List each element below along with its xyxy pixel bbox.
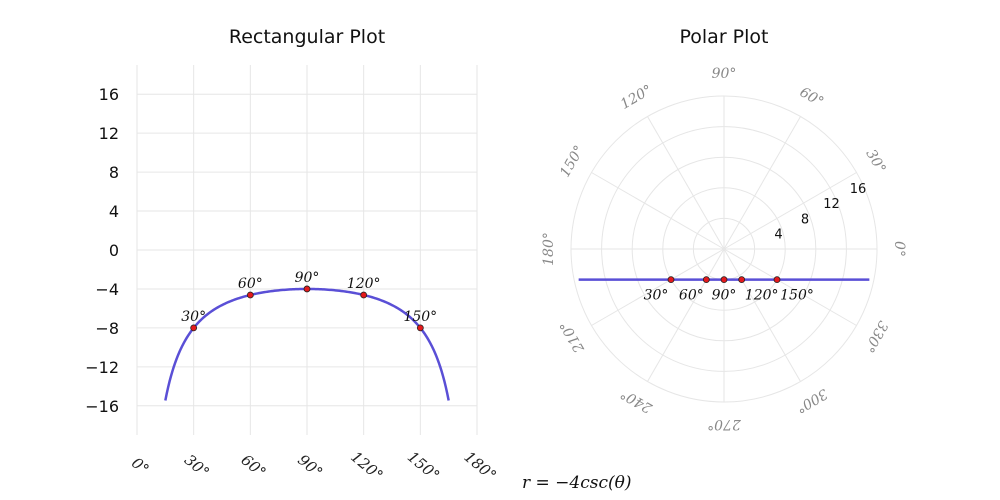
rect-grid (136, 65, 478, 435)
polar-r-tick-label: 12 (823, 197, 840, 212)
rect-y-ticks: 16 12 8 4 0 −4 −8 −12 −16 (85, 85, 119, 416)
polar-angle-label: 180° (541, 232, 557, 266)
polar-angle-label: 330° (860, 318, 891, 355)
rect-y-tick-label: 4 (109, 202, 119, 221)
rect-x-ticks: 0° 30° 60° 90° 120° 150° 180° (128, 448, 500, 485)
polar-angle-label: 240° (618, 385, 656, 416)
rect-point-label: 30° (181, 309, 206, 325)
polar-points: 30° 60° 90° 120° 150° (644, 276, 814, 304)
rect-data-point (360, 291, 368, 299)
polar-data-point (773, 276, 781, 284)
formula-label: r = −4csc(θ) (522, 473, 632, 493)
polar-plot: 0°30°60°90°120°150°180°210°240°270°300°3… (541, 26, 907, 432)
rect-x-tick-label: 90° (294, 451, 326, 482)
polar-data-point (738, 276, 746, 284)
polar-point-label: 30° (644, 288, 669, 304)
polar-spoke (723, 248, 857, 326)
rectangular-plot: 16 12 8 4 0 −4 −8 −12 −16 0° 30° 60° 90° 120° 150° 180… (85, 26, 500, 485)
rect-x-tick-label: 150° (404, 448, 443, 485)
polar-data-point (702, 276, 710, 284)
rect-points: 30° 60° 90° 120° 150° (181, 270, 437, 332)
rect-data-point (303, 285, 311, 293)
rect-y-tick-label: −8 (95, 319, 119, 338)
polar-data-point (720, 276, 728, 284)
polar-angle-label: 30° (862, 147, 888, 177)
rect-x-tick-label: 0° (128, 454, 153, 479)
polar-grid (570, 95, 878, 403)
polar-spoke (647, 116, 725, 250)
polar-angle-label: 270° (707, 416, 742, 432)
polar-point-label: 90° (712, 288, 737, 304)
polar-spoke (591, 248, 725, 326)
polar-spoke (647, 248, 725, 382)
polar-point-label: 60° (679, 288, 704, 304)
rect-y-tick-label: −4 (95, 280, 119, 299)
rect-x-tick-label: 60° (238, 451, 270, 482)
polar-point-label: 120° (745, 288, 779, 304)
polar-spoke (723, 248, 801, 382)
polar-angle-label: 120° (618, 82, 655, 113)
rect-data-point (190, 324, 198, 332)
polar-r-tick-label: 8 (801, 212, 809, 227)
polar-angle-label: 210° (557, 318, 588, 356)
rect-title: Rectangular Plot (229, 26, 385, 48)
rect-data-point (416, 324, 424, 332)
rect-data-point (246, 291, 254, 299)
rect-point-label: 150° (403, 309, 437, 325)
polar-r-tick-label: 4 (774, 228, 782, 243)
rect-x-tick-label: 120° (347, 448, 386, 485)
polar-spoke (723, 172, 857, 250)
rect-y-tick-label: 0 (109, 241, 119, 260)
polar-data-point (667, 276, 675, 284)
rect-x-tick-label: 30° (181, 451, 213, 482)
polar-r-ticks: 4 8 12 16 (774, 182, 866, 243)
polar-spoke (591, 172, 725, 250)
rect-y-tick-label: 8 (109, 163, 119, 182)
polar-angle-label: 90° (712, 66, 737, 82)
rect-y-tick-label: 16 (99, 85, 119, 104)
rect-point-label: 120° (347, 276, 381, 292)
polar-spoke (723, 116, 801, 250)
polar-title: Polar Plot (680, 26, 769, 48)
polar-point-label: 150° (780, 288, 814, 304)
polar-angle-label: 150° (557, 143, 588, 180)
rect-y-tick-label: −12 (85, 358, 119, 377)
polar-r-tick-label: 16 (850, 182, 867, 197)
rect-y-tick-label: −16 (85, 397, 119, 416)
polar-angle-label: 0° (891, 241, 907, 257)
polar-angle-label: 60° (797, 84, 827, 110)
rect-y-tick-label: 12 (99, 124, 119, 143)
rect-point-label: 60° (238, 276, 263, 292)
polar-angle-label: 300° (793, 385, 830, 416)
rect-x-tick-label: 180° (461, 448, 500, 485)
rect-point-label: 90° (295, 270, 320, 286)
